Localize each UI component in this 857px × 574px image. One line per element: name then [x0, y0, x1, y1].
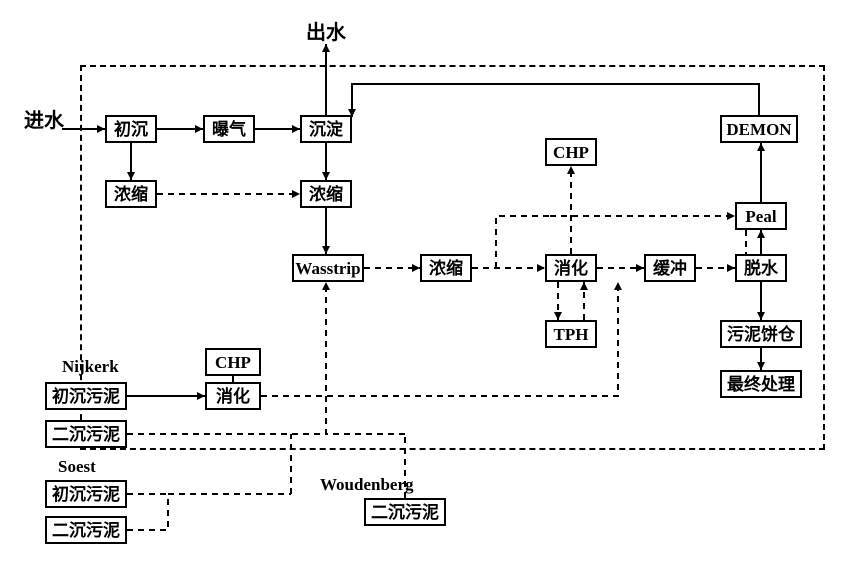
node-nij-dig-text: 消化	[216, 388, 250, 405]
node-thicken-mid-text: 浓缩	[309, 186, 343, 203]
node-soest-ss-text: 二沉污泥	[52, 522, 120, 539]
nijkerk-text: Nijkerk	[62, 357, 119, 376]
node-digestion-r-text: 消化	[554, 260, 588, 277]
node-aeration-text: 曝气	[212, 121, 246, 138]
diagram-canvas: 进水 出水 Nijkerk Soest Woudenberg 初沉 曝气 沉淀 …	[0, 0, 857, 574]
nijkerk-label: Nijkerk	[62, 358, 119, 377]
node-nij-chp: CHP	[205, 348, 261, 376]
node-woud-ss: 二沉污泥	[364, 498, 446, 526]
node-dewater-text: 脱水	[744, 260, 778, 277]
node-demon-text: DEMON	[726, 121, 791, 138]
node-chp-top: CHP	[545, 138, 597, 166]
effluent-label: 出水	[306, 22, 346, 44]
soest-label: Soest	[58, 458, 96, 477]
influent-text: 进水	[24, 110, 64, 132]
node-wasstrip-text: Wasstrip	[295, 260, 360, 277]
node-soest-ps-text: 初沉污泥	[52, 486, 120, 503]
node-dewater: 脱水	[735, 254, 787, 282]
node-peal: Peal	[735, 202, 787, 230]
woudenberg-text: Woudenberg	[320, 475, 414, 494]
node-wasstrip: Wasstrip	[292, 254, 364, 282]
node-cake-bin-text: 污泥饼仓	[727, 326, 795, 343]
node-nij-ps: 初沉污泥	[45, 382, 127, 410]
node-tph: TPH	[545, 320, 597, 348]
node-primary-sed: 初沉	[105, 115, 157, 143]
soest-text: Soest	[58, 457, 96, 476]
node-thicken-mid: 浓缩	[300, 180, 352, 208]
woudenberg-label: Woudenberg	[320, 476, 414, 495]
node-tph-text: TPH	[554, 326, 589, 343]
effluent-text: 出水	[306, 22, 346, 44]
node-thicken-r-text: 浓缩	[429, 260, 463, 277]
node-soest-ss: 二沉污泥	[45, 516, 127, 544]
node-demon: DEMON	[720, 115, 798, 143]
node-chp-top-text: CHP	[553, 144, 589, 161]
node-final: 最终处理	[720, 370, 802, 398]
node-buffer: 缓冲	[644, 254, 696, 282]
node-thicken-left-text: 浓缩	[114, 186, 148, 203]
node-thicken-r: 浓缩	[420, 254, 472, 282]
node-woud-ss-text: 二沉污泥	[371, 504, 439, 521]
node-final-text: 最终处理	[727, 376, 795, 393]
node-nij-dig: 消化	[205, 382, 261, 410]
node-buffer-text: 缓冲	[653, 260, 687, 277]
node-thicken-left: 浓缩	[105, 180, 157, 208]
node-sedimentation-text: 沉淀	[309, 121, 343, 138]
node-nij-ps-text: 初沉污泥	[52, 388, 120, 405]
node-primary-sed-text: 初沉	[114, 121, 148, 138]
node-soest-ps: 初沉污泥	[45, 480, 127, 508]
node-sedimentation: 沉淀	[300, 115, 352, 143]
node-nij-ss: 二沉污泥	[45, 420, 127, 448]
node-peal-text: Peal	[745, 208, 776, 225]
node-nij-chp-text: CHP	[215, 354, 251, 371]
node-aeration: 曝气	[203, 115, 255, 143]
influent-label: 进水	[24, 110, 46, 132]
node-digestion-r: 消化	[545, 254, 597, 282]
node-cake-bin: 污泥饼仓	[720, 320, 802, 348]
node-nij-ss-text: 二沉污泥	[52, 426, 120, 443]
